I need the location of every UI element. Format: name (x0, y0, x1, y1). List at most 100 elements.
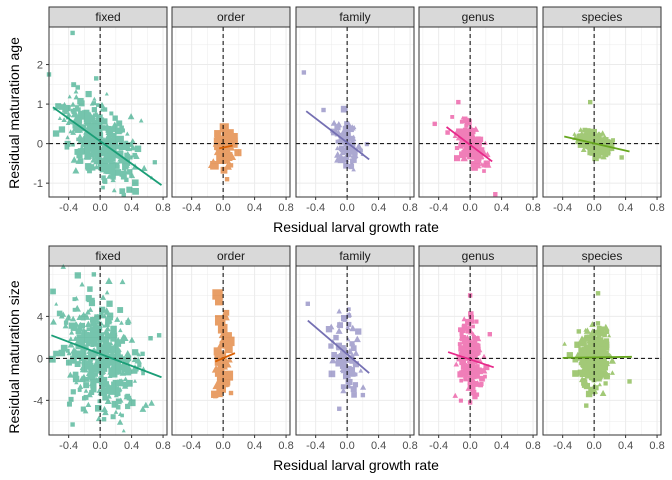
point-square (90, 386, 97, 393)
point-triangle (106, 156, 112, 161)
point-triangle (73, 295, 79, 301)
point-square (103, 359, 109, 364)
point-square (76, 117, 83, 124)
point-square (351, 392, 357, 398)
point-square (457, 342, 462, 346)
point-triangle (74, 353, 82, 359)
point-square (217, 358, 228, 369)
point-square (88, 367, 93, 373)
point-triangle (92, 96, 97, 101)
point-triangle (79, 338, 84, 343)
point-square (228, 132, 238, 143)
point-square (462, 127, 467, 132)
point-triangle (83, 388, 89, 393)
point-square (214, 315, 226, 326)
point-square (223, 370, 234, 381)
point-square (471, 164, 478, 171)
point-square (459, 151, 466, 159)
point-square (66, 401, 72, 407)
point-triangle (113, 409, 119, 414)
point-square (469, 130, 475, 136)
point-square (467, 351, 473, 357)
point-square (64, 140, 71, 147)
point-triangle (79, 281, 85, 287)
point-square (343, 148, 351, 155)
x-tick-label: 0.0 (586, 202, 601, 214)
point-square (111, 157, 116, 162)
point-square (331, 352, 337, 358)
point-square (461, 323, 467, 329)
point-triangle (465, 368, 473, 376)
point-square (141, 371, 145, 376)
point-square (95, 333, 100, 338)
point-square (347, 307, 351, 311)
point-triangle (111, 187, 117, 193)
point-square (581, 338, 587, 345)
point-triangle (50, 318, 57, 325)
x-tick-label: 0.0 (586, 440, 601, 452)
point-square (595, 346, 602, 353)
point-square (97, 399, 102, 404)
point-square (70, 108, 75, 113)
point-triangle (607, 333, 612, 338)
point-square (344, 121, 350, 127)
point-square (351, 157, 357, 163)
point-triangle (70, 315, 77, 322)
point-square (483, 364, 490, 371)
point-triangle (471, 381, 476, 386)
point-square (479, 381, 484, 387)
point-triangle (124, 316, 132, 324)
point-square (593, 341, 598, 346)
point-triangle (469, 366, 474, 370)
point-square (85, 332, 90, 337)
point-outlier (220, 326, 226, 332)
point-square (107, 312, 114, 319)
panel-border (48, 265, 168, 436)
point-square (113, 353, 118, 359)
x-tick-label: 0.4 (494, 440, 509, 452)
point-square (348, 163, 355, 170)
point-square (99, 306, 106, 313)
point-triangle (101, 405, 108, 413)
point-triangle (100, 294, 107, 300)
point-square (50, 288, 56, 295)
x-tick-label: 0.4 (494, 202, 509, 214)
points-fixed (48, 263, 162, 433)
point-triangle (597, 382, 602, 387)
point-triangle (469, 371, 475, 377)
point-square (84, 135, 90, 141)
point-triangle (346, 311, 353, 317)
point-square (467, 354, 472, 359)
point-square (589, 131, 595, 136)
point-square (463, 377, 468, 382)
point-triangle (461, 361, 468, 367)
point-square (122, 142, 130, 150)
facet-label: family (339, 10, 370, 24)
point-square (350, 386, 357, 393)
point-square (456, 128, 463, 135)
point-square (72, 307, 77, 312)
point-square (588, 386, 595, 394)
point-square (479, 375, 485, 382)
point-triangle (335, 121, 343, 128)
point-triangle (128, 336, 136, 343)
panel-background (543, 27, 661, 197)
point-square (450, 115, 455, 119)
facet-label: genus (462, 10, 495, 24)
point-triangle (101, 118, 108, 124)
point-square (120, 339, 126, 344)
point-square (595, 360, 599, 365)
point-triangle (330, 119, 338, 126)
point-square (124, 368, 132, 376)
point-square (94, 329, 102, 336)
y-tick-label: 0 (37, 353, 43, 365)
point-triangle (106, 342, 114, 350)
point-outlier (301, 70, 307, 75)
point-square (75, 328, 82, 335)
top-x-axis-title: Residual larval growth rate (273, 219, 439, 235)
point-triangle (74, 380, 79, 385)
point-triangle (601, 357, 609, 365)
point-square (79, 354, 84, 359)
point-square (475, 346, 481, 352)
point-square (216, 388, 224, 395)
